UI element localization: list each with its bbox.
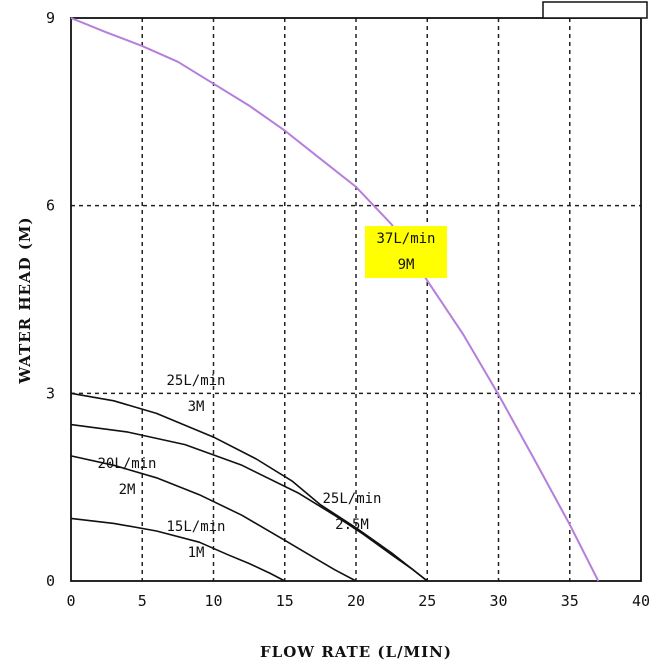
curve-label: 20L/min xyxy=(97,456,156,472)
curve-label: 9M xyxy=(398,257,415,273)
x-tick-label: 40 xyxy=(632,592,650,610)
x-tick-label: 25 xyxy=(418,592,436,610)
y-tick-label: 3 xyxy=(46,384,55,402)
legend-box xyxy=(542,1,648,19)
series-line xyxy=(70,392,428,582)
x-tick-label: 5 xyxy=(138,592,147,610)
curve-label: 2M xyxy=(119,482,136,498)
x-tick-label: 20 xyxy=(347,592,365,610)
x-axis-title: FLOW RATE (L/MIN) xyxy=(260,643,452,661)
y-axis-title: WATER HEAD (M) xyxy=(16,216,34,384)
x-tick-label: 15 xyxy=(276,592,294,610)
curve-label: 15L/min xyxy=(166,519,225,535)
series-line xyxy=(70,423,428,582)
series-line xyxy=(70,17,600,582)
curve-label: 1M xyxy=(188,545,205,561)
x-tick-label: 10 xyxy=(204,592,222,610)
curve-label: 2.5M xyxy=(335,517,369,533)
y-tick-label: 6 xyxy=(46,197,55,215)
x-tick-label: 35 xyxy=(561,592,579,610)
curve-label: 25L/min xyxy=(322,491,381,507)
x-axis-ticks: 0 5 10 15 20 25 30 35 40 xyxy=(66,592,650,610)
series-line xyxy=(70,455,357,582)
curve-label: 37L/min xyxy=(376,231,435,247)
series-curves xyxy=(70,17,600,582)
curve-label: 3M xyxy=(188,399,205,415)
series-line xyxy=(70,517,286,582)
y-tick-label: 9 xyxy=(46,9,55,27)
y-tick-label: 0 xyxy=(46,572,55,590)
label-highlight xyxy=(365,226,447,278)
y-axis-ticks: 0 3 6 9 xyxy=(46,9,55,590)
curve-label: 25L/min xyxy=(166,373,225,389)
x-tick-label: 0 xyxy=(66,592,75,610)
x-tick-label: 30 xyxy=(489,592,507,610)
curve-labels: 37L/min 9M 25L/min 3M 25L/min 2.5M 20L/min 2M 15… xyxy=(97,226,447,561)
